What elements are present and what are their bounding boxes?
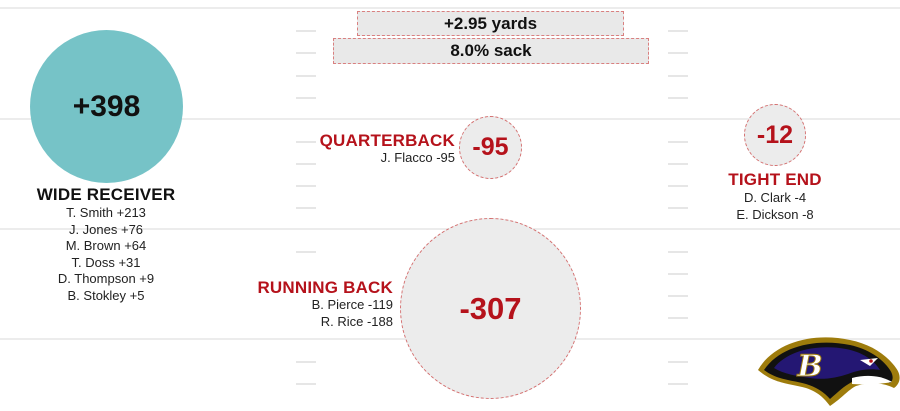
hash-mark	[296, 52, 316, 54]
sack-stat-label: 8.0% sack	[450, 41, 532, 60]
yard-line	[0, 118, 900, 120]
hash-mark	[668, 52, 688, 54]
ravens-logo-icon: B	[758, 337, 900, 406]
quarterback-total: -95	[472, 133, 509, 161]
tight-end-circle: -12	[744, 104, 806, 166]
hash-mark	[296, 163, 316, 165]
wide-receiver-players: T. Smith +213 J. Jones +76 M. Brown +64 …	[0, 205, 212, 304]
hash-mark	[668, 361, 688, 363]
hash-mark	[296, 251, 316, 253]
hash-mark	[296, 97, 316, 99]
yards-stat-box: +2.95 yards	[357, 11, 624, 36]
player-line: R. Rice -188	[320, 313, 393, 329]
sack-stat-box: 8.0% sack	[333, 38, 649, 64]
player-line: J. Jones +76	[68, 221, 144, 237]
hash-mark	[296, 185, 316, 187]
player-line: T. Smith +213	[66, 205, 146, 220]
hash-mark	[296, 30, 316, 32]
running-back-circle: -307	[400, 218, 581, 399]
hash-mark	[296, 207, 316, 209]
quarterback-title: QUARTERBACK	[319, 131, 455, 150]
hash-mark	[668, 317, 688, 319]
hash-mark	[668, 273, 688, 275]
wide-receiver-title: WIDE RECEIVER	[36, 185, 176, 204]
wide-receiver-total: +398	[72, 89, 141, 123]
hash-mark	[668, 295, 688, 297]
running-back-players: B. Pierce -119 R. Rice -188	[240, 297, 393, 330]
hash-mark	[668, 30, 688, 32]
yards-stat-label: +2.95 yards	[443, 13, 538, 33]
hash-mark	[296, 75, 316, 77]
hash-mark	[668, 207, 688, 209]
hash-mark	[296, 141, 316, 143]
hash-mark	[668, 383, 688, 385]
svg-text:B: B	[796, 349, 822, 384]
yard-line	[0, 7, 900, 9]
hash-mark	[668, 75, 688, 77]
hash-mark	[296, 361, 316, 363]
quarterback-circle: -95	[459, 116, 522, 179]
player-line: B. Stokley +5	[67, 287, 145, 303]
player-line: B. Pierce -119	[311, 297, 393, 312]
player-line: D. Clark -4	[743, 190, 807, 205]
tight-end-title: TIGHT END	[728, 170, 822, 189]
running-back-total: -307	[459, 290, 522, 326]
hash-mark	[668, 97, 688, 99]
hash-mark	[668, 185, 688, 187]
hash-mark	[296, 383, 316, 385]
hash-mark	[668, 163, 688, 165]
quarterback-players: J. Flacco -95	[300, 150, 455, 167]
tight-end-total: -12	[756, 120, 794, 149]
hash-mark	[668, 141, 688, 143]
player-line: D. Thompson +9	[57, 271, 155, 286]
player-line: M. Brown +64	[65, 238, 147, 253]
wide-receiver-circle: +398	[30, 30, 183, 183]
running-back-title: RUNNING BACK	[257, 278, 393, 297]
player-line: J. Flacco -95	[380, 150, 455, 165]
player-line: T. Doss +31	[71, 254, 141, 270]
hash-mark	[668, 251, 688, 253]
player-line: E. Dickson -8	[736, 206, 814, 222]
tight-end-players: D. Clark -4 E. Dickson -8	[700, 190, 850, 223]
